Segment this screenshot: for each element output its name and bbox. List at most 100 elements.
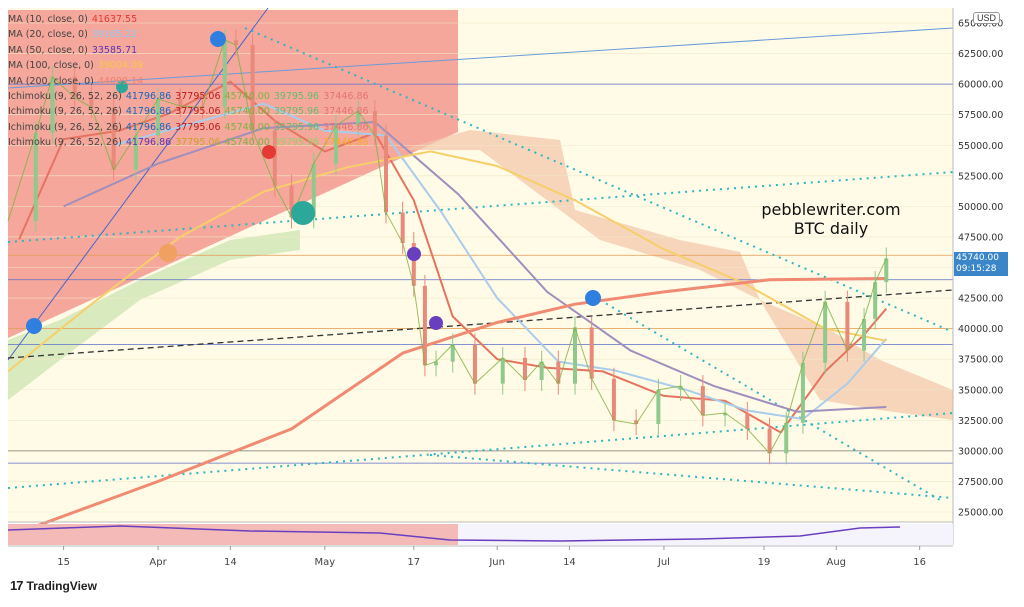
candle-body bbox=[700, 386, 705, 416]
x-tick-label: Jun bbox=[488, 557, 505, 568]
legend-value: 45740.00 bbox=[224, 91, 270, 103]
y-tick-label: 27500.00 bbox=[958, 477, 1003, 488]
candle-body bbox=[434, 361, 439, 366]
ichimoku-cloud-bullish bbox=[8, 230, 300, 400]
dotted-falling-line bbox=[599, 299, 941, 501]
last-price-time: 09:15:28 bbox=[956, 264, 997, 274]
legend-value: 41796.86 bbox=[125, 106, 172, 118]
legend-value: 41796.86 bbox=[125, 137, 172, 149]
y-tick-label: 30000.00 bbox=[958, 446, 1003, 457]
oscillator-shading bbox=[8, 524, 458, 545]
candle-body bbox=[89, 97, 94, 108]
y-tick-label: 32500.00 bbox=[958, 416, 1003, 427]
candle-body bbox=[111, 107, 116, 170]
candle-body bbox=[178, 98, 183, 107]
signal-dot bbox=[210, 31, 226, 47]
tradingview-brand[interactable]: 17 TradingView bbox=[10, 578, 97, 593]
legend-value: 41637.55 bbox=[91, 14, 138, 25]
legend-row[interactable]: Ichimoku (9, 26, 52, 26) 41796.86 37795.06… bbox=[8, 135, 369, 150]
signal-dot bbox=[291, 201, 315, 225]
ichimoku-cloud-bearish bbox=[400, 130, 953, 420]
ma-line bbox=[113, 102, 888, 421]
signal-dot bbox=[159, 244, 177, 262]
candle-body bbox=[411, 243, 416, 286]
legend-row[interactable]: MA (100, close, 0) 39004.09 bbox=[8, 58, 369, 73]
legend-value: 39165.22 bbox=[91, 29, 138, 41]
legend-value: 37795.06 bbox=[175, 137, 221, 149]
y-tick-label: 50000.00 bbox=[958, 202, 1003, 213]
last-price-value: 45740.00 bbox=[956, 253, 999, 263]
legend-indicator-name: MA (20, close, 0) bbox=[8, 29, 88, 41]
legend-row[interactable]: MA (20, close, 0) 39165.22 bbox=[8, 27, 369, 42]
ma-line bbox=[24, 277, 887, 532]
candle-body bbox=[450, 344, 455, 362]
x-tick-label: 17 bbox=[407, 557, 420, 568]
legend-value: 41796.86 bbox=[125, 91, 172, 103]
candle-body bbox=[156, 98, 161, 136]
candle-body bbox=[500, 357, 505, 384]
x-tick-label: 15 bbox=[57, 557, 70, 568]
x-tick-label: 19 bbox=[758, 557, 771, 568]
legend-value: 37446.86 bbox=[323, 121, 369, 133]
legend-indicator-name: Ichimoku (9, 26, 52, 26) bbox=[8, 106, 122, 118]
x-tick-label: Jul bbox=[657, 557, 670, 568]
candle-body bbox=[884, 258, 889, 283]
legend-value: 37446.86 bbox=[323, 106, 369, 118]
legend-value: 45740.00 bbox=[224, 121, 270, 133]
candle-body bbox=[133, 135, 138, 170]
brand-name: TradingView bbox=[26, 578, 97, 593]
candle-body bbox=[384, 135, 388, 213]
legend-indicator-name: MA (10, close, 0) bbox=[8, 14, 88, 25]
candle-body bbox=[522, 357, 527, 380]
signal-dot bbox=[429, 316, 443, 330]
y-tick-label: 37500.00 bbox=[958, 355, 1003, 366]
candle-body bbox=[400, 212, 405, 244]
candle-body bbox=[472, 344, 477, 384]
candle-body bbox=[422, 285, 427, 366]
y-tick-label: 42500.00 bbox=[958, 294, 1003, 305]
candle-body bbox=[823, 301, 828, 363]
dashed-trend-line bbox=[7, 289, 954, 359]
candle-body bbox=[50, 76, 55, 134]
candle-body bbox=[333, 125, 338, 164]
x-tick-label: Apr bbox=[149, 557, 167, 568]
legend-row[interactable]: Ichimoku (9, 26, 52, 26) 41796.86 37795.06… bbox=[8, 104, 369, 119]
legend-value: 39795.96 bbox=[273, 91, 320, 103]
y-tick-label: 65000.00 bbox=[958, 19, 1003, 30]
y-tick-label: 60000.00 bbox=[958, 80, 1003, 91]
candle-body bbox=[656, 389, 661, 424]
candle-body bbox=[611, 378, 616, 421]
signal-dot bbox=[26, 318, 42, 334]
legend-row[interactable]: MA (50, close, 0) 33585.71 bbox=[8, 43, 369, 58]
y-tick-label: 62500.00 bbox=[958, 49, 1003, 60]
currency-button[interactable]: USD bbox=[973, 12, 1001, 24]
signal-dot bbox=[262, 145, 276, 159]
y-tick-label: 25000.00 bbox=[958, 508, 1003, 519]
legend-indicator-name: Ichimoku (9, 26, 52, 26) bbox=[8, 91, 122, 103]
x-tick-label: 14 bbox=[224, 557, 237, 568]
candle-body bbox=[556, 361, 561, 384]
signal-dot bbox=[116, 81, 128, 93]
legend-row[interactable]: MA (200, close, 0) 44099.14 bbox=[8, 74, 369, 89]
legend-value: 37795.06 bbox=[175, 106, 221, 118]
legend-value: 41796.86 bbox=[125, 121, 172, 133]
candle-body bbox=[233, 40, 238, 46]
chart-annotation: pebblewriter.com BTC daily bbox=[756, 200, 906, 238]
legend-indicator-name: Ichimoku (9, 26, 52, 26) bbox=[8, 121, 122, 133]
legend-value: 39795.96 bbox=[273, 137, 320, 149]
x-tick-label: May bbox=[315, 557, 336, 568]
candle-body bbox=[745, 412, 750, 429]
candle-body bbox=[539, 361, 544, 380]
legend-value: 37446.86 bbox=[323, 137, 369, 149]
legend-value: 39795.96 bbox=[273, 106, 320, 118]
candle-body bbox=[356, 111, 361, 126]
legend-row[interactable]: MA (10, close, 0) 41637.55 bbox=[8, 12, 369, 27]
legend-row[interactable]: Ichimoku (9, 26, 52, 26) 41796.86 37795.06… bbox=[8, 89, 369, 104]
legend-value: 39004.09 bbox=[97, 60, 144, 72]
candle-body bbox=[573, 327, 577, 384]
y-tick-label: 35000.00 bbox=[958, 385, 1003, 396]
legend-indicator-name: Ichimoku (9, 26, 52, 26) bbox=[8, 137, 122, 149]
legend-row[interactable]: Ichimoku (9, 26, 52, 26) 41796.86 37795.06… bbox=[8, 120, 369, 135]
oscillator-line bbox=[7, 525, 901, 542]
